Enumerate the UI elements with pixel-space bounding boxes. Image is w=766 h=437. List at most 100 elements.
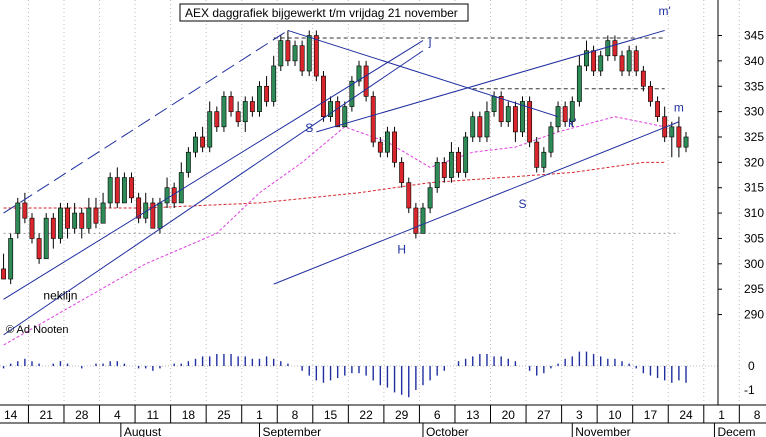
candle-body xyxy=(306,35,312,72)
candle-body xyxy=(370,96,376,143)
candle-body xyxy=(640,70,646,87)
candle xyxy=(605,35,611,61)
candle-body xyxy=(470,116,476,138)
candle xyxy=(676,116,682,158)
candle xyxy=(50,213,56,249)
candle-body xyxy=(93,207,99,224)
candle-body xyxy=(221,96,227,128)
candle-body xyxy=(321,75,326,117)
candle-body xyxy=(676,126,682,148)
price-tick-label: 290 xyxy=(744,308,764,322)
candle xyxy=(370,91,376,148)
date-tick-label: 20 xyxy=(502,408,516,422)
candle xyxy=(349,76,355,112)
candle xyxy=(385,126,390,158)
candle xyxy=(441,157,447,183)
candle xyxy=(342,101,348,128)
candle xyxy=(249,96,255,117)
price-tick-label: 315 xyxy=(744,181,764,195)
candles xyxy=(1,30,689,285)
candle-body xyxy=(456,151,461,173)
chart-annotation: H xyxy=(397,243,406,257)
candle xyxy=(22,192,28,224)
date-tick-label: 17 xyxy=(644,408,658,422)
candle xyxy=(193,131,198,158)
candle-body xyxy=(534,141,540,168)
candle xyxy=(470,111,476,143)
candle-body xyxy=(299,45,305,72)
candle-body xyxy=(264,85,270,102)
date-tick-label: 18 xyxy=(182,408,196,422)
candle-body xyxy=(576,65,582,102)
candle xyxy=(584,40,589,72)
date-tick-label: 27 xyxy=(537,408,551,422)
candle xyxy=(335,96,341,128)
date-tick-label: 6 xyxy=(434,408,441,422)
candle xyxy=(121,172,127,204)
candle-body xyxy=(434,162,440,189)
candle-body xyxy=(207,111,213,148)
candle-body xyxy=(1,268,6,280)
candle xyxy=(185,147,191,178)
candle xyxy=(498,91,504,127)
candle xyxy=(406,177,412,214)
candle-body xyxy=(86,207,92,229)
candle xyxy=(434,157,440,193)
candle-body xyxy=(235,111,241,123)
candle xyxy=(228,91,234,117)
candle-body xyxy=(349,80,355,107)
price-tick-label: 325 xyxy=(744,130,764,144)
candle xyxy=(392,126,397,168)
candle-body xyxy=(335,101,341,128)
candle-body xyxy=(584,50,589,67)
candle-body xyxy=(491,96,497,112)
candle xyxy=(313,30,319,82)
candle-body xyxy=(185,151,191,173)
candle-body xyxy=(441,162,447,178)
grid-layer xyxy=(3,0,740,404)
candle xyxy=(505,101,511,127)
candle-body xyxy=(356,65,362,82)
candle xyxy=(420,202,426,234)
candle-body xyxy=(285,40,291,62)
candle-body xyxy=(72,212,78,229)
candle xyxy=(598,50,604,77)
candle-body xyxy=(406,182,412,209)
candle xyxy=(306,30,312,77)
candle-body xyxy=(399,162,405,183)
candle xyxy=(278,35,284,72)
candle-body xyxy=(463,136,469,173)
candle-body xyxy=(612,40,618,57)
date-tick-label: 24 xyxy=(679,408,693,422)
candle xyxy=(612,35,618,61)
candle-body xyxy=(505,106,511,123)
candle-body xyxy=(427,187,433,209)
chart-credit: © Ad Nooten xyxy=(6,324,69,336)
candle xyxy=(363,60,369,102)
chart-annotation: neklijn xyxy=(43,288,77,302)
chart-annotation: S xyxy=(305,121,313,135)
candle xyxy=(527,96,533,148)
candle-body xyxy=(107,177,113,204)
candle-body xyxy=(164,187,170,204)
candle-body xyxy=(257,85,262,112)
candle-body xyxy=(214,111,220,128)
candle-body xyxy=(29,217,35,239)
month-label: September xyxy=(262,425,321,437)
candle xyxy=(57,202,63,244)
candle xyxy=(655,96,661,122)
oscillator-panel xyxy=(0,351,718,398)
candle-body xyxy=(420,207,426,234)
candle-body xyxy=(278,40,284,67)
candle xyxy=(200,126,206,153)
candle xyxy=(36,233,42,264)
candle xyxy=(264,76,270,107)
candle xyxy=(235,101,241,127)
trend-line xyxy=(273,121,680,285)
candle-body xyxy=(498,96,504,123)
date-tick-label: 10 xyxy=(608,408,622,422)
candle-body xyxy=(512,106,518,133)
candle-body xyxy=(569,101,575,123)
